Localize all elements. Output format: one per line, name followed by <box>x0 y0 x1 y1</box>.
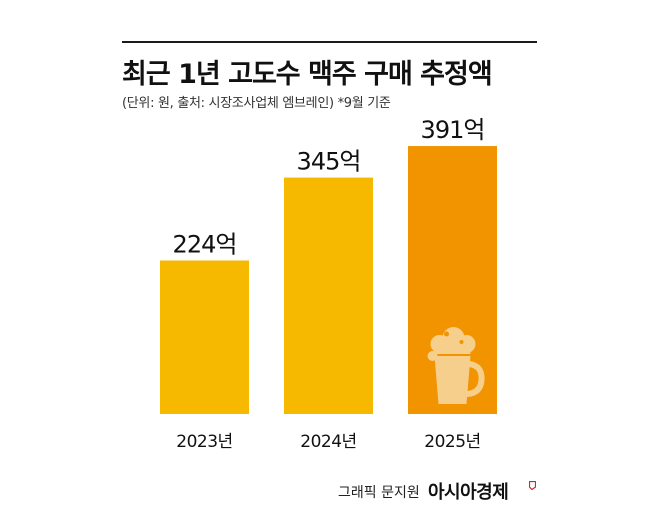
chart-title: 최근 1년 고도수 맥주 구매 추정액 <box>122 59 493 90</box>
value-label: 391억 <box>421 116 485 144</box>
publisher-mark-icon <box>529 481 536 490</box>
bar-2023년 <box>160 260 249 414</box>
beer-mug-icon <box>427 327 485 404</box>
value-label: 224억 <box>173 230 237 258</box>
category-label: 2024년 <box>300 432 356 452</box>
chart-subtitle: (단위: 원, 출처: 시장조사업체 엠브레인) *9월 기준 <box>122 96 391 111</box>
graphic-credit: 그래픽 문지원 <box>338 485 420 501</box>
bar-2024년 <box>284 177 373 414</box>
value-label: 345억 <box>297 148 361 176</box>
category-label: 2025년 <box>424 432 480 452</box>
top-rule <box>122 41 537 43</box>
category-label: 2023년 <box>176 432 232 452</box>
publisher-logo: 아시아경제 <box>428 482 509 503</box>
